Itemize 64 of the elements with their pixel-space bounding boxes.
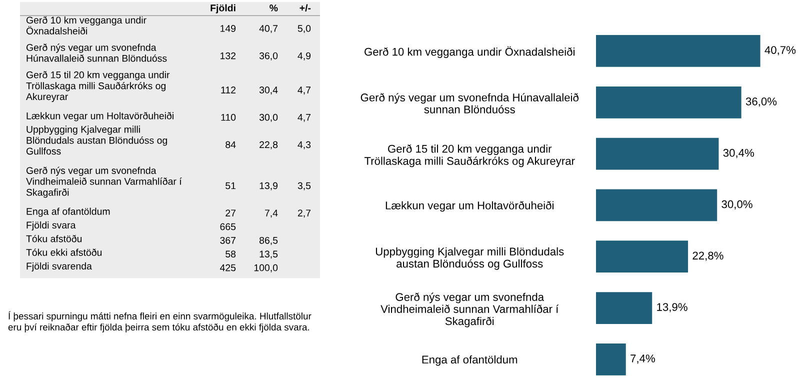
category-label: Tóku afstöðu [26, 234, 82, 242]
data-label: 425 [220, 264, 236, 272]
data-label: 36,0 [259, 52, 278, 60]
y-tick-label: Gerð 10 km vegganga undir Öxnadalsheiði [364, 46, 574, 58]
y-tick-label: Uppbygging Kjalvegar milli Blöndudals austan Blönduóss og Gullfoss [376, 247, 564, 270]
bar [596, 138, 719, 170]
data-label: 3,5 [298, 182, 311, 190]
bar [596, 35, 760, 67]
data-label: 36,0% [746, 98, 777, 107]
data-label: 27 [226, 210, 236, 216]
data-label: 7,4 [264, 210, 278, 218]
data-label: 5,0 [298, 25, 311, 34]
data-label: 30,0 [259, 114, 278, 122]
y-tick-label: Gerð nýs vegar um svonefnda Húnavallaleið sunnan Blönduóss [360, 93, 579, 114]
text: % [270, 4, 278, 12]
data-label: 4,3 [298, 141, 311, 150]
data-label: 40,7 [259, 25, 278, 34]
data-label: 51 [226, 182, 236, 190]
data-label: 58 [226, 250, 236, 258]
data-label: 2,7 [298, 210, 311, 218]
category-label: Uppbygging Kjalvegar milli Blöndudals austan Blönduóss og Gullfoss [26, 126, 167, 155]
data-label: 100,0 [254, 264, 278, 272]
category-label: Tóku ekki afstöðu [26, 248, 102, 256]
y-tick-label: Lækkun vegar um Holtavörðuheiði [386, 201, 554, 212]
data-label: 30,4% [723, 148, 754, 158]
data-label: 665 [220, 223, 236, 230]
category-label: Gerð nýs vegar um svonefnda Húnavallaleið sunnan Blönduóss [26, 44, 167, 62]
data-label: 13,9% [657, 303, 688, 312]
data-label: 4,9 [298, 52, 311, 60]
data-label: 86,5 [260, 236, 278, 245]
data-label: 112 [221, 86, 236, 94]
data-label: 4,7 [298, 86, 311, 95]
category-label: Gerð 15 til 20 km vegganga undir Tröllaskaga milli Sauðárkróks og Akureyrar [26, 70, 170, 102]
category-label: Fjöldi svara [26, 221, 76, 230]
bar [596, 240, 688, 273]
y-tick-label: Enga af ofantöldum [422, 355, 518, 366]
data-label: 13,9 [260, 182, 278, 190]
bar [596, 86, 742, 118]
data-label: 22,8 [260, 141, 278, 150]
data-label: 84 [226, 141, 236, 148]
data-label: 4,7 [298, 114, 311, 122]
data-label: 7,4% [630, 354, 655, 364]
text: +/- [300, 4, 311, 12]
bar [596, 189, 718, 222]
category-label: Enga af ofantöldum [26, 208, 110, 217]
data-label: 22,8% [692, 252, 724, 261]
text: Í þessari spurningu mátti nefna fleiri en einn svarmöguleika. Hlutfallstölur eru því reiknaðar eftir fjölda þeirra sem tóku afstöðu en ekki fjölda svara. [8, 311, 312, 332]
bar [596, 292, 652, 324]
data-label: 13,5 [260, 250, 278, 259]
category-label: Lækkun vegar um Holtavörðuheiði [26, 112, 174, 122]
bar [596, 343, 626, 376]
data-label: 132 [220, 52, 236, 60]
data-label: 367 [220, 236, 236, 244]
data-label: 30,0% [722, 200, 752, 210]
category-label: Gerð 10 km vegganga undir Öxnadalsheiði [26, 16, 146, 34]
data-label: 30,4 [259, 86, 278, 95]
y-tick-label: Gerð nýs vegar um svonefnda Vindheimaleið sunnan Varmahlíðar í Skagafirði [380, 292, 559, 328]
y-tick-label: Gerð 15 til 20 km vegganga undir Tröllaskaga milli Sauðárkróks og Akureyrar [364, 144, 575, 168]
data-label: 149 [220, 25, 236, 32]
category-label: Gerð nýs vegar um svonefnda Vindheimaleið sunnan Varmahlíðar í Skagafirði [26, 166, 182, 198]
data-label: 110 [221, 114, 236, 121]
series-label: Fjöldi [210, 4, 236, 14]
data-label: 40,7% [764, 46, 796, 56]
category-label: Fjöldi svarenda [26, 262, 92, 272]
